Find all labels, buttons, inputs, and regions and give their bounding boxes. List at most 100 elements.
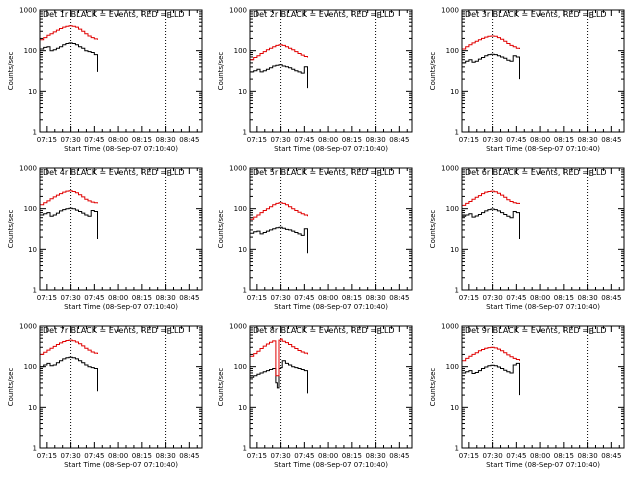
plot-frame [39, 9, 203, 133]
y-tick-label: 1000 [441, 323, 459, 331]
x-tick-label: 07:30 [483, 452, 503, 460]
panel-title: Det 5r BLACK = Events, RED = LLD [253, 168, 395, 177]
x-tick-label: 08:45 [389, 452, 409, 460]
y-axis-label: Counts/sec [429, 52, 437, 91]
series-lld-line [40, 190, 98, 206]
y-tick-label: 10 [450, 88, 459, 96]
x-tick-label: 07:15 [247, 452, 267, 460]
x-tick-label: 08:45 [601, 452, 621, 460]
panel-title: Det 4r BLACK = Events, RED = LLD [43, 168, 185, 177]
x-tick-label: 08:15 [132, 136, 152, 144]
x-tick-label: 07:15 [37, 452, 57, 460]
y-tick-label: 100 [234, 47, 247, 55]
plot-frame [39, 325, 203, 449]
plot-frame [461, 325, 625, 449]
y-tick-label: 1000 [229, 165, 247, 173]
series-lld-line [250, 44, 308, 61]
plot-frame [249, 325, 413, 449]
y-axis-label: Counts/sec [429, 368, 437, 407]
y-tick-label: 1 [455, 129, 459, 137]
panel-title: Det 2r BLACK = Events, RED = LLD [253, 10, 395, 19]
panel-title: Det 8r BLACK = Events, RED = LLD [253, 326, 395, 335]
series-events-line [40, 207, 98, 239]
y-tick-label: 100 [24, 363, 37, 371]
panel-title: Det 1r BLACK = Events, RED = LLD [43, 10, 185, 19]
y-tick-label: 1000 [229, 7, 247, 15]
y-tick-label: 100 [24, 205, 37, 213]
x-tick-label: 08:00 [530, 136, 550, 144]
series-events-line [40, 356, 98, 392]
y-tick-label: 100 [24, 47, 37, 55]
x-tick-label: 07:45 [506, 294, 526, 302]
y-tick-label: 10 [450, 246, 459, 254]
x-tick-label: 08:00 [318, 294, 338, 302]
y-tick-label: 1000 [19, 323, 37, 331]
series-lld-line [40, 25, 98, 41]
y-tick-label: 1000 [229, 323, 247, 331]
marker-label: E [377, 11, 382, 20]
marker-label: E [377, 327, 382, 336]
x-tick-label: 07:45 [84, 136, 104, 144]
x-tick-label: 08:15 [342, 294, 362, 302]
y-axis-label: Counts/sec [217, 368, 225, 407]
x-tick-label: 08:45 [389, 136, 409, 144]
x-tick-label: 07:45 [506, 452, 526, 460]
plot-frame [249, 9, 413, 133]
x-axis-label: Start Time (08-Sep-07 07:10:40) [64, 461, 178, 469]
x-axis-label: Start Time (08-Sep-07 07:10:40) [486, 461, 600, 469]
y-tick-label: 1 [455, 445, 459, 453]
x-axis-label: Start Time (08-Sep-07 07:10:40) [64, 303, 178, 311]
y-tick-label: 1 [243, 287, 247, 295]
x-tick-label: 08:00 [108, 136, 128, 144]
series-lld-line [462, 346, 520, 362]
series-lld-line [250, 202, 308, 220]
x-tick-label: 08:45 [179, 136, 199, 144]
y-tick-label: 1 [33, 287, 37, 295]
x-tick-label: 07:15 [247, 136, 267, 144]
y-axis-label: Counts/sec [7, 210, 15, 249]
y-axis-label: Counts/sec [217, 52, 225, 91]
series-lld-line [250, 338, 308, 377]
y-tick-label: 100 [446, 205, 459, 213]
x-axis-label: Start Time (08-Sep-07 07:10:40) [274, 145, 388, 153]
y-tick-label: 10 [450, 404, 459, 412]
y-tick-label: 10 [238, 404, 247, 412]
x-tick-label: 08:15 [554, 294, 574, 302]
y-tick-label: 100 [234, 363, 247, 371]
y-tick-label: 100 [234, 205, 247, 213]
marker-label: E [167, 169, 172, 178]
x-tick-label: 07:30 [271, 136, 291, 144]
x-tick-label: 07:15 [459, 452, 479, 460]
x-tick-label: 07:30 [271, 452, 291, 460]
marker-label: E [589, 11, 594, 20]
x-tick-label: 08:15 [342, 136, 362, 144]
y-tick-label: 1000 [19, 165, 37, 173]
marker-label: E [589, 169, 594, 178]
x-tick-label: 08:15 [554, 452, 574, 460]
panel-title: Det 7r BLACK = Events, RED = LLD [43, 326, 185, 335]
y-tick-label: 10 [28, 88, 37, 96]
x-axis-label: Start Time (08-Sep-07 07:10:40) [486, 303, 600, 311]
x-tick-label: 07:30 [483, 136, 503, 144]
x-tick-label: 08:30 [155, 136, 175, 144]
x-tick-label: 08:30 [365, 294, 385, 302]
x-tick-label: 08:15 [342, 452, 362, 460]
y-tick-label: 1000 [441, 165, 459, 173]
y-tick-label: 100 [446, 47, 459, 55]
x-axis-label: Start Time (08-Sep-07 07:10:40) [486, 145, 600, 153]
y-tick-label: 1 [33, 445, 37, 453]
marker-label: E [167, 327, 172, 336]
y-tick-label: 10 [28, 404, 37, 412]
y-tick-label: 10 [28, 246, 37, 254]
x-tick-label: 07:15 [37, 136, 57, 144]
x-tick-label: 08:00 [108, 294, 128, 302]
y-tick-label: 1000 [19, 7, 37, 15]
plot-frame [461, 9, 625, 133]
x-tick-label: 07:45 [84, 294, 104, 302]
x-tick-label: 07:30 [61, 294, 81, 302]
series-lld-line [40, 339, 98, 355]
x-tick-label: 08:45 [389, 294, 409, 302]
y-tick-label: 1 [33, 129, 37, 137]
